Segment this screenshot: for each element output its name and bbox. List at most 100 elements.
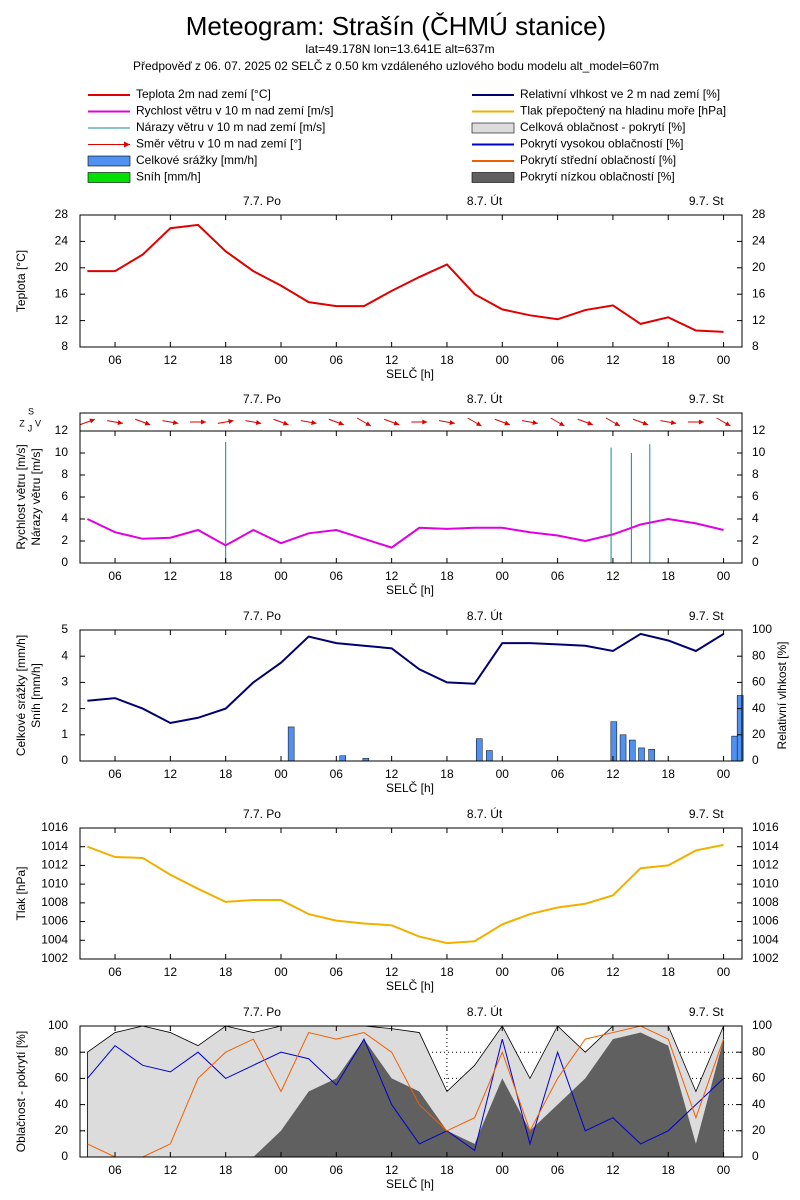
- wind-arrow: [577, 418, 593, 426]
- wind-arrow: [632, 418, 649, 426]
- y-tick-label: 3: [61, 675, 68, 689]
- y-tick-label: 60: [55, 1071, 69, 1085]
- arrow-head: [475, 421, 482, 426]
- wind-arrow: [300, 420, 317, 425]
- day-label: 8.7. Út: [467, 806, 503, 821]
- compass-letter: S: [28, 406, 34, 416]
- x-tick-label: 18: [440, 767, 454, 781]
- y-tick-label: 1016: [41, 820, 68, 834]
- arrow-head: [587, 420, 593, 426]
- arrow-head: [642, 420, 649, 426]
- arrow-head: [255, 420, 262, 425]
- x-tick-label: 12: [164, 353, 178, 367]
- y-tick-label: 2: [61, 533, 68, 547]
- y2-tick-label: 80: [752, 648, 766, 662]
- y-tick-label: 6: [61, 489, 68, 503]
- x-tick-label: 18: [662, 1163, 676, 1177]
- y-axis-label: Teplota [°C]: [14, 250, 28, 312]
- y-tick-label-right: 60: [752, 1071, 766, 1085]
- y-axis-label: Rychlost větru [m/s]: [14, 444, 28, 549]
- y2-tick-label: 40: [752, 701, 766, 715]
- y-tick-label: 4: [61, 648, 68, 662]
- y-tick-label-right: 12: [752, 423, 766, 437]
- y-tick-label: 5: [61, 622, 68, 636]
- x-tick-label: 12: [164, 569, 178, 583]
- y-tick-label: 4: [61, 511, 68, 525]
- y-axis-label: Sníh [mm/h]: [29, 663, 43, 728]
- series-line: [87, 632, 725, 725]
- y2-tick-label: 60: [752, 675, 766, 689]
- wind-arrow: [79, 418, 96, 426]
- legend-swatch: [471, 122, 515, 134]
- forecast-info: Předpověď z 06. 07. 2025 02 SELČ z 0.50 …: [133, 58, 659, 73]
- legend-label: Rychlost větru v 10 m nad zemí [m/s]: [136, 104, 333, 118]
- wind-arrow: [687, 419, 704, 425]
- y-tick-label-right: 40: [752, 1097, 766, 1111]
- x-tick-label: 18: [440, 353, 454, 367]
- x-tick-label: 00: [274, 353, 288, 367]
- arrow-head: [228, 419, 234, 424]
- arrow-head: [532, 420, 538, 425]
- x-tick-label: 00: [717, 965, 731, 979]
- legend-label: Pokrytí nízkou oblačností [%]: [520, 170, 675, 184]
- day-label: 8.7. Út: [467, 391, 503, 406]
- y-tick-label: 20: [55, 260, 69, 274]
- wind-arrow: [162, 420, 179, 425]
- x-axis-label: SELČ [h]: [386, 978, 434, 993]
- legend-label: Tlak přepočtený na hladinu moře [hPa]: [520, 104, 726, 118]
- y-tick-label: 0: [61, 1149, 68, 1163]
- plot-frame: [79, 214, 743, 348]
- x-tick-label: 06: [108, 1163, 122, 1177]
- y-tick-label: 100: [48, 1018, 68, 1032]
- y-tick-label: 24: [55, 234, 69, 248]
- compass-letter: V: [35, 418, 41, 428]
- plot-frame: [79, 1025, 743, 1158]
- precip-bar: [731, 735, 738, 762]
- wind-arrow: [550, 417, 565, 427]
- y-tick-label: 8: [61, 339, 68, 353]
- arrow-head: [201, 419, 207, 425]
- x-tick-label: 18: [219, 569, 233, 583]
- x-tick-label: 18: [440, 965, 454, 979]
- wind-arrow: [383, 418, 400, 426]
- y2-tick-label: 100: [752, 622, 772, 636]
- x-tick-label: 06: [108, 767, 122, 781]
- y-tick-label: 1: [61, 727, 68, 741]
- x-axis-label: SELČ [h]: [386, 780, 434, 795]
- y-tick-label-right: 24: [752, 234, 766, 248]
- y2-tick-label: 0: [752, 753, 759, 767]
- series-line: [86, 517, 724, 549]
- x-tick-label: 18: [219, 353, 233, 367]
- arrow-head: [144, 420, 151, 426]
- series-line: [87, 1025, 725, 1158]
- series-line: [87, 843, 724, 945]
- arrow-head: [670, 420, 677, 425]
- x-tick-label: 00: [717, 1163, 731, 1177]
- arrow-head: [311, 420, 317, 425]
- precip-bar: [629, 739, 636, 762]
- y-axis-label: Celkové srážky [mm/h]: [14, 635, 28, 756]
- x-tick-label: 18: [440, 569, 454, 583]
- x-tick-label: 06: [108, 965, 122, 979]
- arrow-head: [558, 421, 565, 426]
- day-label: 7.7. Po: [243, 609, 281, 623]
- x-tick-label: 12: [385, 767, 399, 781]
- x-axis-label: SELČ [h]: [386, 1176, 434, 1191]
- x-tick-label: 12: [164, 1163, 178, 1177]
- compass-letter: Z: [19, 418, 25, 428]
- cloud-area: [87, 1032, 724, 1157]
- precip-bar: [619, 734, 627, 762]
- series-line: [86, 1038, 724, 1152]
- y-tick-label: 1012: [41, 858, 68, 872]
- arrow-head: [365, 421, 371, 426]
- legend-arrowhead: [124, 141, 130, 148]
- y-tick-label-right: 28: [752, 207, 766, 221]
- arrow-head: [724, 421, 731, 426]
- x-tick-label: 12: [606, 965, 620, 979]
- x-tick-label: 12: [385, 965, 399, 979]
- precip-bar: [475, 738, 483, 762]
- legend-label: Teplota 2m nad zemí [°C]: [136, 87, 271, 101]
- y-tick-label-right: 1006: [752, 914, 779, 928]
- y-axis-label: Tlak [hPa]: [14, 866, 28, 920]
- day-label: 7.7. Po: [243, 1005, 281, 1019]
